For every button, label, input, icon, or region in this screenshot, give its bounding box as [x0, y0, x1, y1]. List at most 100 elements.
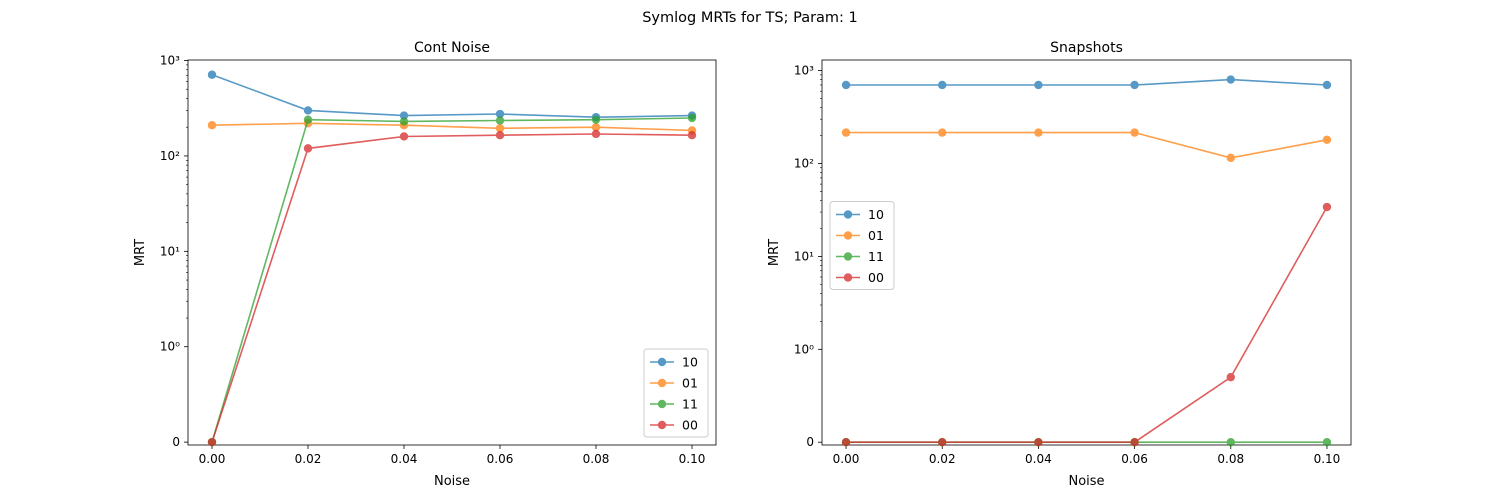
series-point-01: [591, 123, 601, 132]
x-tick-label: 0.06: [487, 452, 514, 466]
series-point-01: [1034, 128, 1043, 137]
series-point-01: [495, 124, 505, 133]
legend-dot: [843, 273, 853, 282]
y-tick-label: 10⁰: [794, 342, 814, 356]
series-point-10: [938, 80, 947, 90]
legend-marker-01: [836, 231, 860, 240]
x-tick-label: 0.00: [199, 452, 226, 466]
series-line-00: [211, 133, 693, 443]
x-tick-label: 0.06: [1121, 452, 1148, 466]
y-tick-label: 10³: [794, 64, 814, 78]
legend-label-11: 11: [868, 249, 884, 264]
plot-frame: [821, 59, 1352, 446]
legend-label-10: 10: [868, 207, 884, 222]
series-point-11: [399, 117, 409, 126]
series-point-00: [207, 437, 217, 447]
series-point-11: [1322, 438, 1332, 447]
series-11: [207, 113, 697, 447]
series-point-01: [207, 120, 217, 130]
legend-dot: [657, 420, 667, 430]
series-point-10: [495, 109, 505, 119]
chart-title: Cont Noise: [414, 40, 490, 56]
chart-title: Snapshots: [1050, 40, 1123, 56]
series-00: [841, 202, 1332, 447]
series-line-10: [846, 78, 1328, 86]
series-point-10: [1130, 80, 1139, 90]
x-tick-label: 0.02: [929, 452, 956, 466]
series-point-01: [1226, 153, 1235, 163]
x-tick-label: 0.04: [391, 452, 418, 466]
series-point-01: [938, 128, 947, 137]
x-tick-label: 0.00: [833, 452, 860, 466]
plot-frame: [187, 59, 717, 446]
legend-label-11: 11: [682, 397, 698, 412]
legend-dot: [843, 210, 853, 219]
series-point-00: [303, 144, 313, 153]
series-point-00: [841, 438, 851, 447]
series-point-10: [207, 70, 217, 79]
x-axis-label: Noise: [434, 474, 470, 489]
legend-marker-00: [650, 420, 674, 430]
series-line-01: [846, 131, 1328, 159]
legend-dot: [657, 378, 667, 388]
series-point-00: [1226, 372, 1235, 382]
legend-dot: [843, 231, 853, 240]
y-tick-label: 10²: [794, 156, 814, 170]
series-point-00: [1322, 202, 1332, 212]
y-tick-label: 10²: [160, 149, 180, 163]
series-point-11: [687, 113, 697, 123]
x-axis-label: Noise: [1068, 474, 1104, 489]
x-tick-label: 0.02: [295, 452, 322, 466]
x-tick-label: 0.08: [1217, 452, 1244, 466]
series-point-10: [303, 106, 313, 115]
series-point-00: [399, 132, 409, 141]
legend-box: [643, 348, 709, 438]
legend-label-01: 01: [682, 376, 698, 391]
legend: 10 01 11 00: [829, 201, 895, 290]
legend-marker-10: [650, 357, 674, 367]
legend-label-01: 01: [868, 228, 884, 243]
y-tick-label: 0: [172, 435, 180, 449]
legend-label-10: 10: [682, 355, 698, 370]
y-tick-label: 10⁰: [160, 340, 180, 354]
y-tick-label: 10¹: [794, 249, 814, 263]
series-point-00: [1130, 438, 1139, 447]
series-point-00: [938, 438, 947, 447]
series-point-00: [1034, 438, 1043, 447]
series-line-10: [211, 73, 693, 119]
y-axis-label: MRT: [767, 239, 782, 266]
series-point-10: [841, 80, 851, 90]
series-00: [207, 129, 697, 447]
legend: 10 01 11 00: [643, 348, 709, 438]
legend-label-00: 00: [868, 270, 884, 285]
figure-suptitle: Symlog MRTs for TS; Param: 1: [642, 10, 858, 26]
series-line-01: [211, 122, 693, 132]
y-axis-label: MRT: [133, 239, 148, 266]
y-tick-label: 10³: [160, 54, 180, 68]
series-point-10: [399, 111, 409, 120]
x-tick-label: 0.04: [1025, 452, 1052, 466]
series-point-11: [591, 115, 601, 124]
legend-marker-00: [836, 273, 860, 282]
series-point-11: [1226, 438, 1235, 447]
series-point-01: [841, 128, 851, 137]
series-10: [207, 70, 697, 122]
legend-marker-11: [650, 399, 674, 409]
series-point-11: [303, 115, 313, 124]
series-01: [841, 128, 1332, 163]
legend-marker-11: [836, 252, 860, 261]
series-point-11: [495, 116, 505, 125]
series-10: [841, 75, 1332, 90]
x-tick-label: 0.10: [679, 452, 706, 466]
x-tick-label: 0.08: [583, 452, 610, 466]
legend-box: [829, 201, 895, 290]
series-point-00: [495, 130, 505, 140]
series-line-11: [211, 117, 693, 443]
series-line-00: [846, 206, 1328, 444]
series-point-01: [1322, 135, 1332, 144]
series-point-10: [1226, 75, 1235, 84]
legend-marker-10: [836, 210, 860, 219]
legend-dot: [657, 399, 667, 409]
